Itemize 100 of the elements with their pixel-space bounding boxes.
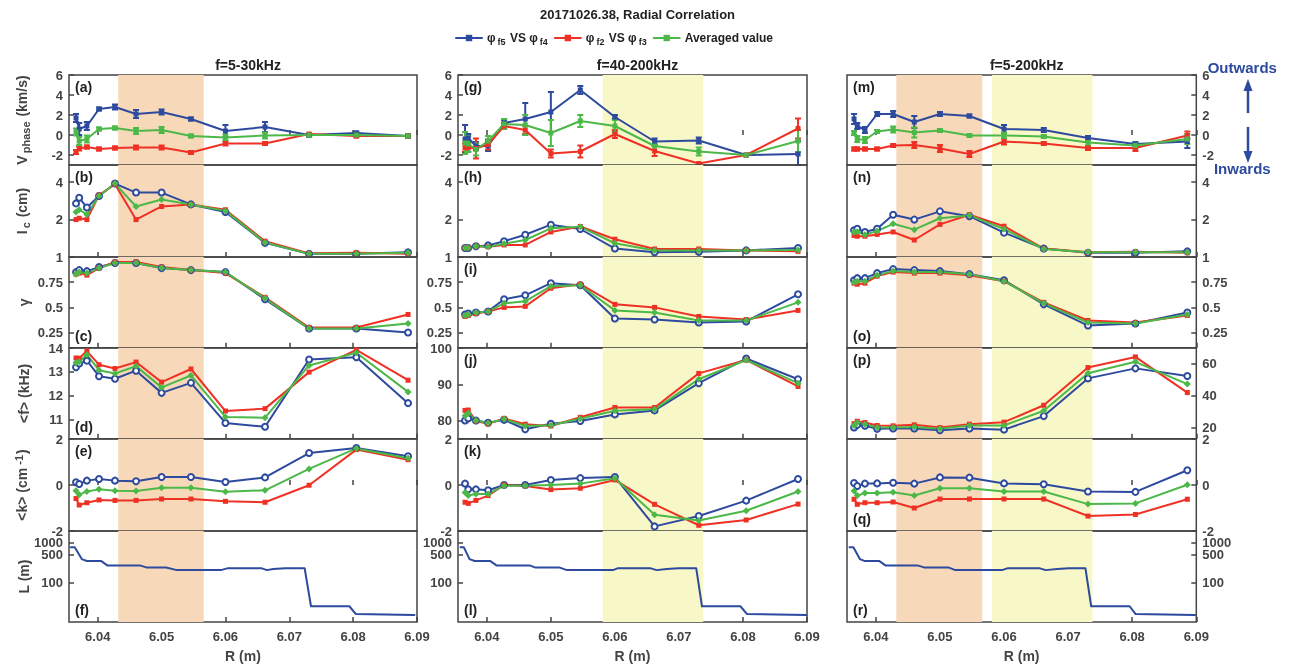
annotation: (j) [463,352,477,368]
y2-tick-label: 1 [1201,249,1210,265]
x-tick-label: 6.05 [537,628,564,644]
y2-tick-label: 2 [1201,212,1210,228]
y-tick-label: 0 [444,127,452,143]
y2-tick-label: 40 [1201,388,1217,404]
y2-tick-label: 0 [1201,127,1210,143]
y-tick-label: 80 [437,413,452,429]
x-tick-label: 6.08 [1119,628,1145,644]
y-tick-label: 100 [429,340,452,356]
x-tick-label: 6.07 [276,628,302,644]
chart-subtitle: f=40-200kHz [596,57,678,74]
x-tick-label: 6.08 [729,628,756,644]
y-tick-label: 0.5 [44,300,63,316]
y2-tick-label: -2 [1201,147,1214,163]
y-tick-label: 4 [444,174,453,190]
x-tick-label: 6.04 [85,628,112,644]
x-tick-label: 6.04 [473,628,500,644]
y-tick-label: 0 [444,477,452,493]
y-tick-label: 0.25 [426,325,452,341]
annotation: (c) [75,328,93,345]
x-tick-label: 6.06 [991,628,1017,644]
annotation: (h) [463,169,482,186]
y-tick-label: 2 [444,107,452,123]
text: Inwards [1213,159,1271,177]
y-axis-title: <f> (kHz) [16,363,32,423]
y-tick-label: 0 [55,477,63,493]
y-tick-label: 0.75 [37,274,63,290]
y-tick-label: 0.25 [37,325,63,341]
y-tick-label: 2 [55,431,63,447]
y-tick-label: 6 [55,67,63,83]
y-axis-title: Ic (cm) [14,188,32,235]
y-tick-label: 0 [55,127,63,143]
y2-tick-label: 0.75 [1201,274,1228,290]
y-tick-label: 2 [55,107,63,123]
x-tick-label: 6.09 [794,628,820,644]
annotation: (k) [463,442,481,459]
y2-tick-label: 4 [1201,87,1210,103]
y2-tick-label: 2 [1201,107,1210,123]
y-axis-title: Vphase (km/s) [14,75,32,165]
x-axis-title: R (m) [614,647,651,664]
x-axis-title: R (m) [225,647,261,664]
y-tick-label: 4 [55,87,64,103]
y2-tick-label: 100 [1201,574,1224,590]
y-tick-label: 1 [444,249,452,265]
y-tick-label: -2 [51,147,63,163]
y-axis-title: γ [16,298,32,307]
y2-tick-label: 60 [1201,356,1217,372]
x-tick-label: 6.06 [212,628,239,644]
y2-tick-label: 4 [1201,174,1210,190]
x-tick-label: 6.06 [601,628,628,644]
chart-title: f=5-200kHz [989,57,1064,74]
y2-tick-label: 0.25 [1201,325,1228,341]
annotation: (m) [852,79,875,96]
x-tick-label: 6.09 [1183,628,1209,644]
y-tick-label: 14 [48,340,64,356]
annotation: (r) [852,601,868,618]
annotation: (l) [463,601,477,618]
x-tick-label: 6.04 [862,628,889,644]
annotation: (n) [852,169,871,186]
annotation: (f) [75,601,89,618]
x-tick-label: 6.07 [1055,628,1081,644]
y-tick-label: 2 [55,212,63,228]
legend-label: Averaged value [684,31,773,46]
x-axis-title: R (m) [1003,647,1040,664]
y-tick-label: -2 [440,147,452,163]
y-tick-label: 100 [429,574,452,590]
y-axis-title: <k> (cm-1) [12,449,30,521]
annotation: (o) [852,328,871,345]
x-tick-label: 6.05 [926,628,953,644]
y-tick-label: 12 [48,388,63,404]
y-tick-label: 2 [444,431,452,447]
x-tick-label: 6.07 [665,628,692,644]
annotation: (a) [75,79,93,96]
x-tick-label: 6.09 [404,628,430,644]
y2-tick-label: 0 [1201,477,1210,493]
y-tick-label: 0.75 [426,274,452,290]
y-tick-label: 4 [444,87,453,103]
annotation: (e) [75,442,93,459]
annotation: (q) [852,510,871,527]
x-tick-label: 6.08 [340,628,366,644]
y-tick-label: 2 [444,212,452,228]
y-tick-label: 90 [437,376,452,392]
y-tick-label: 0.5 [433,300,452,316]
y2-tick-label: 0.5 [1201,300,1221,316]
y-axis-title: L (m) [16,559,32,594]
y-tick-label: 100 [41,574,63,590]
annotation: (b) [75,169,93,186]
chart-title: 20171026.38, Radial Correlation [539,7,735,23]
annotation: (p) [852,352,871,368]
chart-title: f=5-30kHz [215,57,281,74]
annotation: (d) [75,419,93,435]
annotation: (g) [463,79,482,96]
annotation: (i) [463,261,477,278]
y-tick-label: 13 [48,364,63,380]
x-tick-label: 6.05 [148,628,175,644]
y-tick-label: 4 [55,174,64,190]
y-tick-label: 11 [49,412,63,428]
y-tick-label: 1 [55,249,63,265]
y-tick-label: 6 [444,67,452,83]
